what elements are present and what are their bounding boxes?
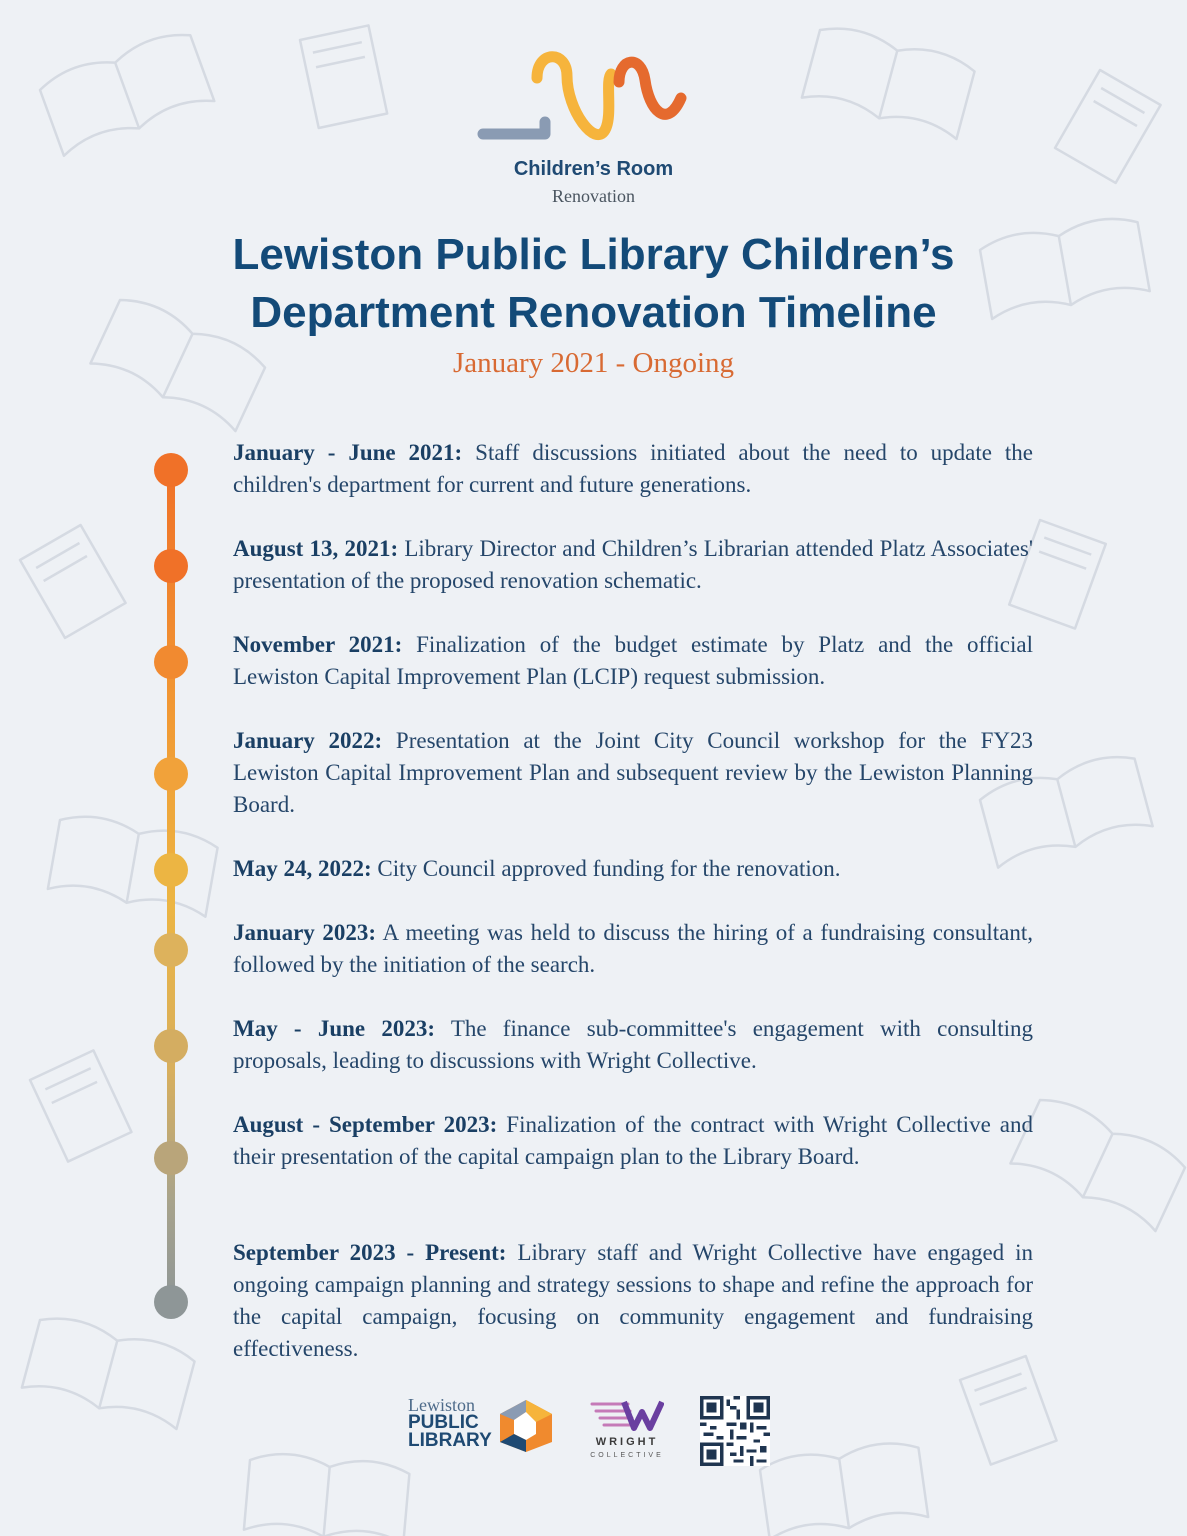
entry-date: January 2023: (233, 920, 377, 945)
entry-text: Staff discussions initiated about the ne… (233, 440, 1033, 497)
timeline-entry: May - June 2023: The finance sub-committ… (233, 1013, 1033, 1077)
lewiston-public-library-logo: Lewiston PUBLIC LIBRARY (408, 1396, 508, 1450)
logo-subtitle: Renovation (552, 186, 635, 206)
entry-date: May 24, 2022: (233, 856, 372, 881)
entry-date: November 2021: (233, 632, 403, 657)
timeline-dot (154, 645, 188, 679)
logo-title: Children’s Room (513, 158, 674, 180)
lpl-logo-line1: Lewiston (408, 1395, 475, 1415)
entry-date: August 13, 2021: (233, 536, 399, 561)
entry-date: May - June 2023: (233, 1016, 435, 1041)
entry-date: January 2022: (233, 728, 383, 753)
entry-text: The finance sub-committee's engagement w… (233, 1016, 1033, 1073)
entry-text: Library staff and Wright Collective have… (233, 1240, 1034, 1361)
timeline-entry: August 13, 2021: Library Director and Ch… (233, 533, 1033, 597)
page-title: Lewiston Public Library Children’s Depar… (100, 226, 1087, 342)
entry-date: August - September 2023: (233, 1112, 498, 1137)
childrens-room-logo-icon (477, 51, 687, 140)
timeline-entry: January - June 2021: Staff discussions i… (233, 437, 1033, 501)
entry-date: January - June 2021: (233, 440, 463, 465)
wright-logo-subtitle: COLLECTIVE (590, 1452, 664, 1459)
library-logo-icon (500, 1400, 552, 1452)
entry-text: Library Director and Children’s Libraria… (233, 536, 1034, 593)
timeline-dot (154, 1285, 188, 1319)
wright-logo-name: WRIGHT (595, 1436, 659, 1448)
timeline-entry: November 2021: Finalization of the budge… (233, 629, 1033, 693)
timeline-dot (154, 757, 188, 791)
entry-text: Finalization of the contract with Wright… (233, 1112, 1034, 1169)
footer-logos: Lewiston PUBLIC LIBRARY WRIGHT COLLECTIV… (0, 1390, 1187, 1470)
qr-code-icon[interactable] (700, 1396, 770, 1466)
lpl-logo-line2: PUBLIC (408, 1412, 479, 1433)
timeline-dot (154, 853, 188, 887)
timeline-entry: January 2022: Presentation at the Joint … (233, 725, 1033, 821)
timeline-entry: January 2023: A meeting was held to disc… (233, 917, 1033, 981)
entry-date: September 2023 - Present: (233, 1240, 507, 1265)
lpl-logo-line3: LIBRARY (408, 1430, 492, 1451)
entry-text: Presentation at the Joint City Council w… (233, 728, 1034, 817)
page-title-line2: Department Renovation Timeline (250, 288, 937, 337)
entry-text: City Council approved funding for the re… (377, 856, 841, 881)
timeline-dot (154, 549, 188, 583)
date-range-subtitle: January 2021 - Ongoing (452, 347, 735, 379)
timeline-entry: September 2023 - Present: Library staff … (233, 1237, 1033, 1365)
entry-text: Finalization of the budget estimate by P… (233, 632, 1033, 689)
timeline-dot (154, 453, 188, 487)
page-title-line1: Lewiston Public Library Children’s (232, 230, 955, 279)
wright-collective-logo-icon (590, 1400, 664, 1431)
timeline-line (167, 470, 175, 1304)
timeline-entry: August - September 2023: Finalization of… (233, 1109, 1033, 1173)
timeline-entry: May 24, 2022: City Council approved fund… (233, 853, 1033, 885)
entry-text: A meeting was held to discuss the hiring… (233, 920, 1034, 977)
timeline-dot (154, 933, 188, 967)
timeline-dot (154, 1029, 188, 1063)
timeline-dot (154, 1141, 188, 1175)
